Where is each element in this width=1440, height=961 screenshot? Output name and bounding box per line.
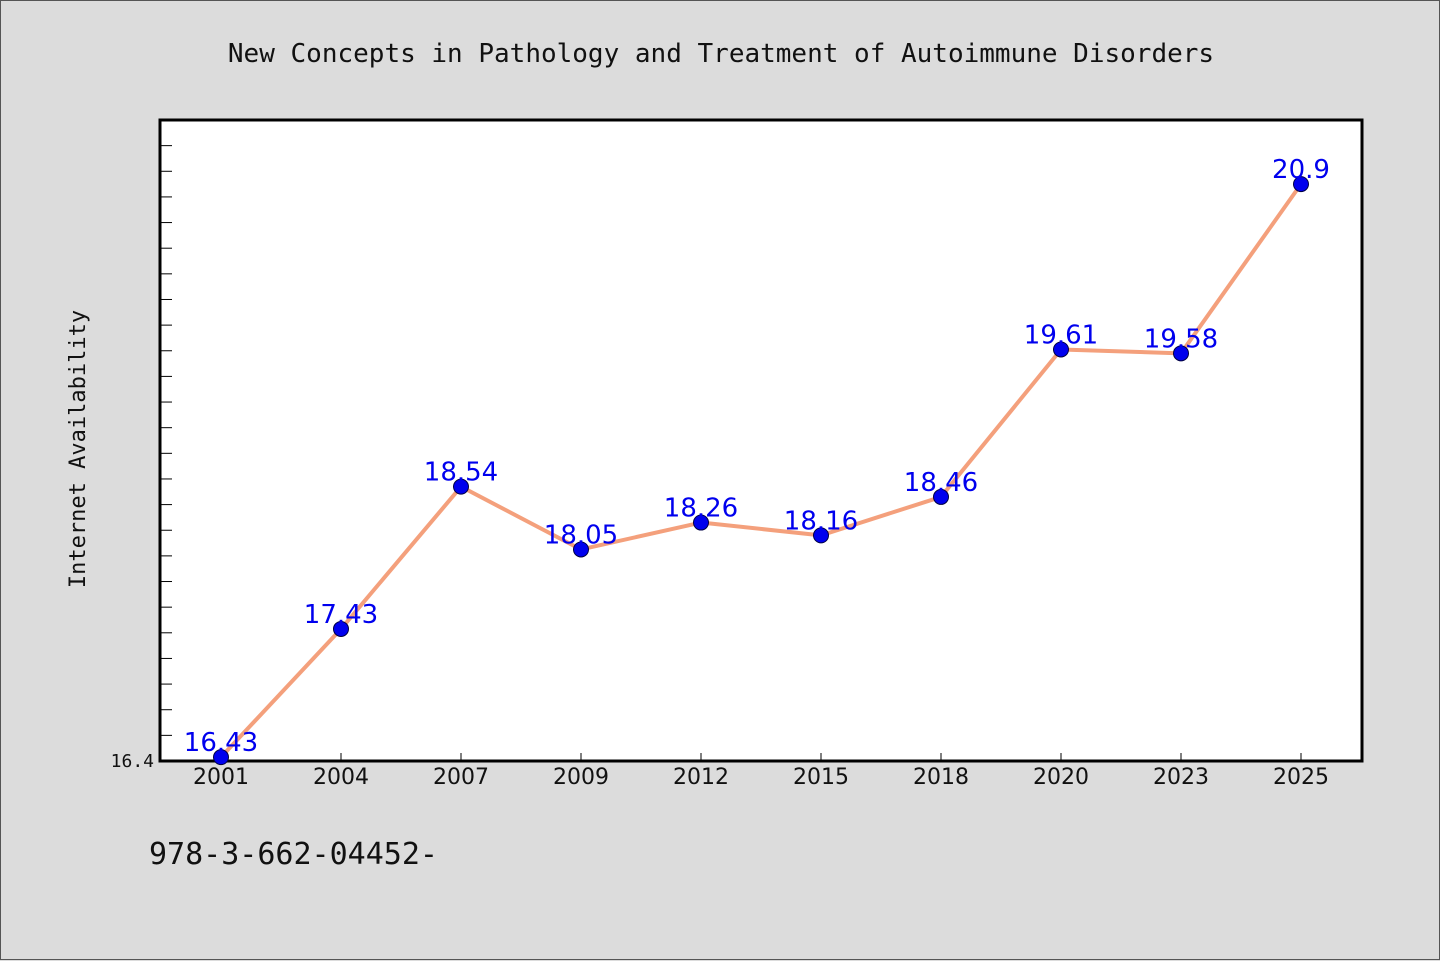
x-tick-label: 2007 (433, 765, 489, 790)
y-axis-label: Internet Availability (66, 310, 91, 588)
x-tick-label: 2004 (313, 765, 369, 790)
data-point-label: 19.61 (1024, 320, 1098, 350)
data-point-label: 18.46 (904, 468, 978, 498)
data-point-label: 19.58 (1144, 324, 1218, 354)
x-tick-label: 2015 (793, 765, 849, 790)
data-point-marker (573, 541, 589, 558)
y-axis-ticks (160, 145, 172, 736)
data-point-marker (1053, 341, 1069, 358)
data-point-label: 18.54 (424, 458, 498, 488)
data-point-label: 20.9 (1272, 155, 1330, 185)
x-tick-label: 2018 (913, 765, 969, 790)
data-markers (213, 176, 1309, 766)
data-point-label: 16.43 (184, 728, 258, 758)
data-point-marker (333, 620, 349, 637)
data-point-marker (1173, 345, 1189, 362)
x-tick-label: 2001 (193, 765, 249, 790)
data-point-marker (933, 488, 949, 505)
data-point-label: 18.16 (784, 506, 858, 536)
data-point-label: 18.05 (544, 520, 618, 550)
data-point-label: 18.26 (664, 494, 738, 524)
data-point-marker (213, 749, 229, 766)
data-point-marker (693, 514, 709, 531)
data-point-label: 17.43 (304, 600, 378, 630)
data-point-marker (453, 478, 469, 495)
x-tick-label: 2012 (673, 765, 729, 790)
y-axis-min-label: 16.4 (111, 751, 154, 772)
x-axis-tick-labels: 2001 2004 2007 2009 2012 2015 2018 2020 2023 2025 (193, 765, 1329, 790)
footer-isbn-text: 978-3-662-04452- (149, 837, 438, 872)
x-tick-label: 2020 (1033, 765, 1089, 790)
series-line (219, 182, 1303, 759)
x-tick-label: 2023 (1153, 765, 1209, 790)
data-point-marker (1293, 176, 1309, 193)
plot-area (158, 118, 1364, 763)
data-labels: 16.43 17.43 18.54 18.05 18.26 18.16 18.46 19.61… (184, 155, 1330, 758)
x-tick-label: 2025 (1273, 765, 1329, 790)
data-point-marker (813, 527, 829, 544)
chart-title: New Concepts in Pathology and Treatment … (228, 39, 1214, 69)
x-tick-label: 2009 (553, 765, 609, 790)
